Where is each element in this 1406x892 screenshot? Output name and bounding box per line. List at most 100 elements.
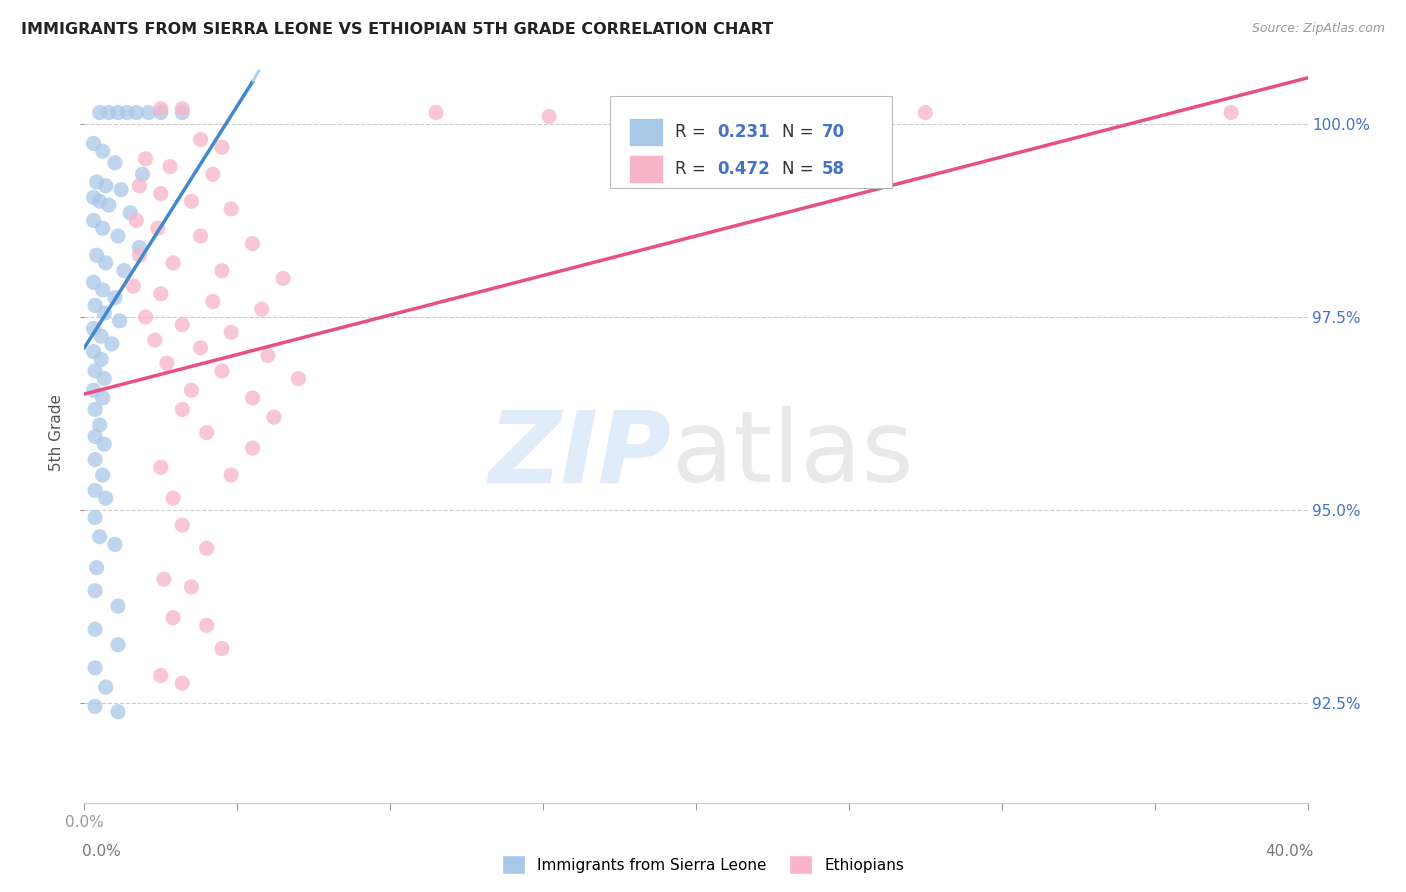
Point: [94, 680, 117, 694]
Point: [91, 283, 114, 297]
Point: [201, 294, 224, 309]
Point: [107, 599, 129, 614]
Point: [180, 194, 202, 209]
Point: [84, 622, 107, 636]
Point: [84, 483, 107, 498]
Point: [89, 530, 111, 544]
Point: [149, 460, 172, 475]
Text: Source: ZipAtlas.com: Source: ZipAtlas.com: [1251, 22, 1385, 36]
Text: R =: R =: [675, 161, 711, 178]
Point: [211, 364, 233, 378]
Point: [112, 263, 135, 277]
Point: [84, 583, 107, 598]
Point: [162, 611, 184, 625]
Point: [107, 705, 129, 719]
Point: [143, 333, 166, 347]
Point: [89, 105, 111, 120]
Point: [180, 580, 202, 594]
Text: 40.0%: 40.0%: [1265, 844, 1313, 858]
Point: [93, 306, 115, 320]
Point: [242, 441, 264, 455]
Point: [172, 518, 194, 533]
Text: 0.231: 0.231: [717, 123, 769, 141]
Point: [110, 183, 132, 197]
Point: [107, 105, 129, 120]
Point: [108, 314, 131, 328]
Point: [162, 256, 184, 270]
Point: [211, 140, 233, 154]
Point: [219, 202, 242, 216]
Point: [180, 383, 202, 397]
Point: [91, 468, 114, 483]
Point: [91, 391, 114, 405]
Point: [104, 537, 127, 551]
Point: [669, 163, 692, 178]
Legend: Immigrants from Sierra Leone, Ethiopians: Immigrants from Sierra Leone, Ethiopians: [495, 849, 911, 880]
Text: 0.0%: 0.0%: [82, 844, 121, 858]
Bar: [628, 118, 664, 146]
Text: ZIP: ZIP: [488, 407, 672, 503]
Point: [94, 178, 117, 193]
Point: [190, 229, 212, 244]
Text: 0.472: 0.472: [717, 161, 769, 178]
Point: [425, 105, 447, 120]
Point: [195, 425, 218, 440]
Point: [86, 248, 108, 262]
Text: R =: R =: [675, 123, 711, 141]
Text: atlas: atlas: [672, 407, 912, 503]
Y-axis label: 5th Grade: 5th Grade: [49, 394, 65, 471]
Point: [153, 572, 176, 586]
Point: [138, 105, 160, 120]
Point: [84, 364, 107, 378]
Point: [83, 275, 105, 289]
Point: [93, 437, 115, 451]
Point: [211, 641, 233, 656]
Point: [195, 618, 218, 632]
Point: [84, 402, 107, 417]
FancyBboxPatch shape: [610, 95, 891, 188]
Point: [84, 510, 107, 524]
Point: [149, 105, 172, 120]
Point: [149, 102, 172, 116]
Point: [172, 102, 194, 116]
Point: [914, 105, 936, 120]
Point: [104, 291, 127, 305]
Point: [101, 337, 124, 351]
Point: [115, 105, 138, 120]
Point: [128, 178, 150, 193]
Point: [83, 321, 105, 335]
Point: [84, 661, 107, 675]
Point: [149, 668, 172, 682]
Point: [159, 160, 181, 174]
Point: [219, 468, 242, 483]
Point: [84, 699, 107, 714]
Point: [250, 302, 273, 317]
Point: [94, 491, 117, 505]
Point: [125, 213, 148, 227]
Point: [1220, 105, 1243, 120]
Point: [83, 344, 105, 359]
Point: [538, 110, 561, 124]
Point: [190, 341, 212, 355]
Point: [90, 352, 112, 367]
Point: [120, 206, 142, 220]
Point: [84, 452, 107, 467]
Point: [86, 175, 108, 189]
Point: [162, 491, 184, 505]
Point: [84, 429, 107, 443]
Point: [172, 105, 194, 120]
Point: [107, 229, 129, 244]
Point: [128, 248, 150, 262]
Point: [172, 402, 194, 417]
Point: [107, 638, 129, 652]
Text: 70: 70: [823, 123, 845, 141]
Point: [89, 417, 111, 432]
Point: [83, 190, 105, 204]
Point: [83, 213, 105, 227]
Point: [263, 410, 285, 425]
Point: [219, 326, 242, 340]
Point: [195, 541, 218, 556]
Point: [271, 271, 294, 285]
Point: [91, 221, 114, 235]
Point: [149, 186, 172, 201]
